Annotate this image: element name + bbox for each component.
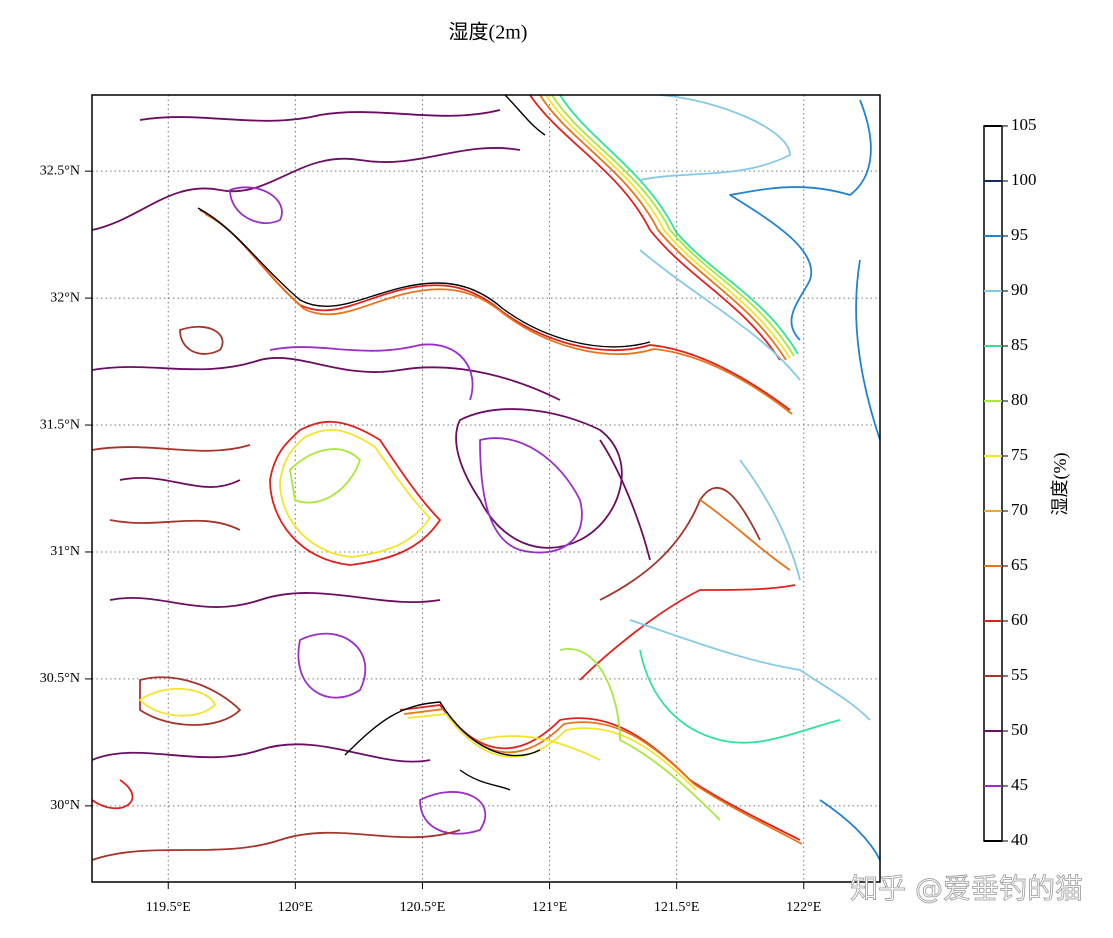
grid — [92, 95, 880, 882]
contour-line — [559, 94, 841, 744]
y-tick-label: 31.5°N — [40, 417, 80, 432]
colorbar-tick-label: 90 — [1011, 280, 1028, 299]
colorbar: 40 45 50 55 60 65 70 75 80 85 90 95 100 105 — [983, 115, 1037, 849]
colorbar-tick-label: 55 — [1011, 665, 1028, 684]
contour-line — [204, 94, 803, 845]
x-tick-label: 121°E — [532, 900, 567, 915]
chart-title: 湿度(2m) — [449, 21, 528, 44]
x-tick-label: 120°E — [278, 900, 313, 915]
x-tick-label: 121.5°E — [654, 900, 700, 915]
plot-area — [91, 94, 881, 883]
x-tick-label: 119.5°E — [146, 900, 191, 915]
plot-frame — [91, 94, 881, 883]
colorbar-tick-label: 85 — [1011, 335, 1028, 354]
colorbar-tick-label: 80 — [1011, 390, 1028, 409]
colorbar-tick-label: 65 — [1011, 555, 1028, 574]
colorbar-tick-label: 95 — [1011, 225, 1028, 244]
x-axis: 119.5°E 120°E 120.5°E 121°E 121.5°E 122°E — [146, 882, 821, 915]
y-tick-label: 31°N — [50, 544, 80, 559]
colorbar-tick-label: 60 — [1011, 610, 1028, 629]
y-axis: 30°N 30.5°N 31°N 31.5°N 32°N 32.5°N — [40, 163, 92, 813]
x-tick-label: 122°E — [786, 900, 821, 915]
y-tick-label: 32.5°N — [40, 163, 80, 178]
colorbar-frame — [983, 125, 1003, 842]
y-tick-label: 32°N — [50, 290, 80, 305]
colorbar-tick-label: 40 — [1011, 830, 1028, 849]
contour-line — [91, 147, 651, 763]
contour-line — [729, 99, 881, 861]
contour-line — [289, 94, 795, 821]
colorbar-tick-label: 50 — [1011, 720, 1028, 739]
y-tick-label: 30°N — [50, 798, 80, 813]
colorbar-tick-label: 45 — [1011, 775, 1028, 794]
contour-line — [629, 94, 871, 721]
contour-line — [139, 94, 791, 791]
colorbar-tick-label: 105 — [1011, 115, 1037, 134]
colorbar-tick-label: 100 — [1011, 170, 1037, 189]
contours — [91, 94, 881, 861]
coastline — [197, 94, 651, 791]
y-tick-label: 30.5°N — [40, 671, 80, 686]
contour-line — [119, 109, 623, 549]
plot-background — [92, 95, 880, 882]
contour-line — [229, 186, 583, 835]
watermark: 知乎 @爱垂钓的猫 — [850, 872, 1083, 905]
colorbar-label: 湿度(%) — [1050, 453, 1071, 516]
x-tick-label: 120.5°E — [400, 900, 446, 915]
colorbar-tick-label: 70 — [1011, 500, 1028, 519]
colorbar-tick-label: 75 — [1011, 445, 1028, 464]
